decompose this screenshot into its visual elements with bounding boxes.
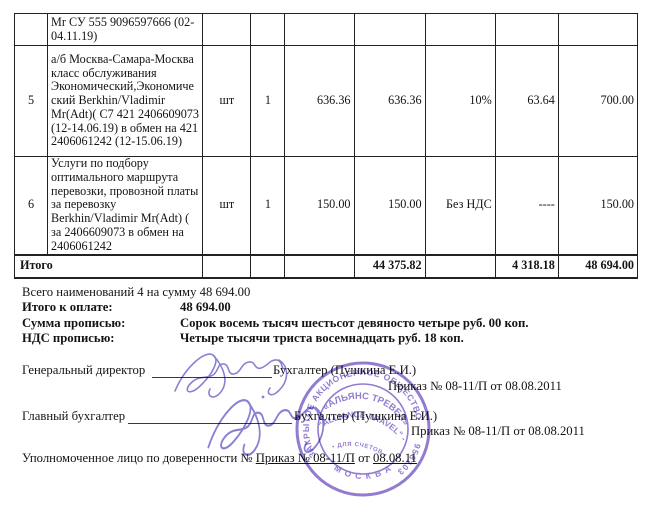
authorized-date: 08.08.11 [372,451,417,465]
vat-rate-cell: 10% [424,45,496,157]
vat-amount-cell: 63.64 [494,45,559,157]
invoice-table: Mr СУ 555 9096597666 (02-04.11.19) 5 а/б… [13,13,639,279]
table-row-6: 6 Услуги по подбору оптимального маршрут… [13,155,639,256]
qty-cell: 1 [250,45,286,157]
vat-rate-cell: Без НДС [424,155,496,256]
authorized-person-line: Уполномоченное лицо по доверенности № Пр… [22,451,417,466]
qty-cell: 1 [250,155,286,256]
svg-text:958103: 958103 [395,442,423,477]
stamp-inner-ring [317,383,409,475]
table-row-5: 5 а/б Москва-Самара-Москва класс обслужи… [13,45,639,157]
authorized-prefix: Уполномоченное лицо по доверенности № [22,451,253,465]
vat-rate-cell [424,13,496,46]
item-number-cell [13,13,49,46]
authorized-order: Приказ № 08-11/П [255,451,355,465]
item-description-cell: Услуги по подбору оптимального маршрута … [47,155,204,256]
qty-cell [250,13,286,46]
unit-cell [202,13,252,46]
price-cell [284,253,355,279]
chief-accountant-label: Главный бухгалтер [22,409,126,423]
chief-accountant-signature [207,399,325,456]
vat-amount-cell [494,13,559,46]
amount-cell [353,13,426,46]
items-count-line: Всего наименований 4 на сумму 48 694.00 [22,285,251,299]
unit-cell: шт [202,155,252,256]
vat-rate-cell [424,253,496,279]
item-number-cell: 5 [13,45,49,157]
stamp-outer-ring [295,361,431,497]
order-reference-1: Приказ № 08-11/П от 08.08.2011 [388,379,562,393]
amount-cell: 150.00 [353,155,426,256]
director-label: Генеральный директор [22,363,146,377]
amount-words-value: Сорок восемь тысяч шестьсот девяносто че… [180,315,529,330]
totals-vat-amount: 4 318.18 [494,253,559,279]
vat-words-label: НДС прописью: [22,330,115,345]
table-row-continuation: Mr СУ 555 9096597666 (02-04.11.19) [13,13,639,46]
price-cell [284,13,355,46]
accountant-name-2: Бухгалтер (Пушкина Е.И.) [294,409,438,423]
totals-total: 48 694.00 [557,253,639,279]
item-description-cell: Mr СУ 555 9096597666 (02-04.11.19) [47,13,204,46]
qty-cell [250,253,286,279]
stamp-ring-number: 958103 [395,442,422,477]
unit-cell [202,253,252,279]
director-signature [174,353,288,399]
amount-cell: 636.36 [353,45,426,157]
total-cell: 700.00 [557,45,639,157]
totals-label: Итого [13,253,204,279]
order-reference-2: Приказ № 08-11/П от 08.08.2011 [411,424,585,438]
item-description-cell: а/б Москва-Самара-Москва класс обслужива… [47,45,204,157]
totals-amount: 44 375.82 [353,253,426,279]
totals-row: Итого 44 375.82 4 318.18 48 694.00 [13,253,639,279]
vat-amount-cell: ---- [494,155,559,256]
due-label: Итого к оплате: [22,300,113,315]
price-cell: 150.00 [284,155,355,256]
director-signature-line [152,376,272,378]
total-cell [557,13,639,46]
vat-words-value: Четыре тысячи триста восемнадцать руб. 1… [180,330,464,345]
unit-cell: шт [202,45,252,157]
chief-accountant-signature-line [128,422,292,424]
authorized-ot: от [358,451,370,465]
price-cell: 636.36 [284,45,355,157]
total-cell: 150.00 [557,155,639,256]
summary-block: Всего наименований 4 на сумму 48 694.00 … [22,285,632,346]
due-value: 48 694.00 [180,300,231,315]
company-stamp: ЗАКРЫТОЕ АКЦИОНЕРНОЕ ОБЩЕСТВО 958103 • М… [293,355,431,497]
item-number-cell: 6 [13,155,49,256]
amount-words-label: Сумма прописью: [22,315,126,330]
